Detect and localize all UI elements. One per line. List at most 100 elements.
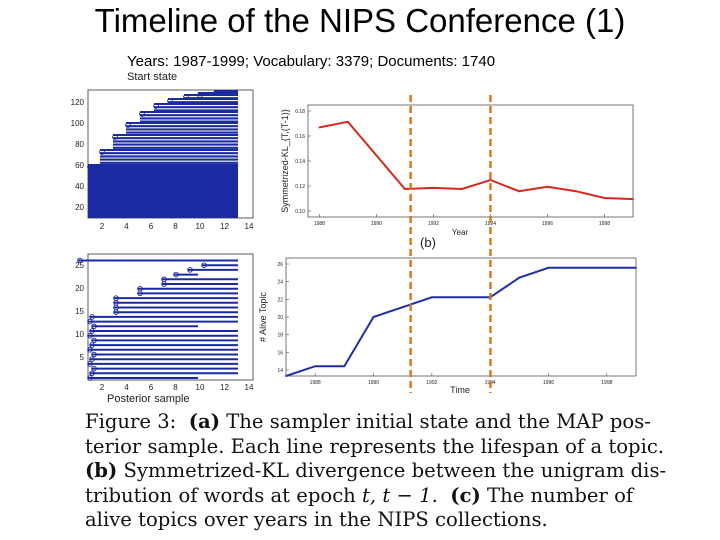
- caption-a-label: (a): [188, 410, 220, 433]
- c-xtick-label: 1988: [310, 380, 321, 386]
- posterior-xtick-label: 6: [149, 383, 154, 392]
- c-data-point: [605, 266, 608, 269]
- topic-birth-marker: [183, 94, 189, 100]
- b-data-point: [603, 197, 606, 199]
- start-ytick-label: 100: [71, 119, 85, 128]
- topic-birth-marker: [99, 149, 105, 155]
- c-xtick-label: 1998: [601, 380, 612, 386]
- posterior-topic-marker: [113, 295, 119, 301]
- posterior-topic-marker: [87, 318, 93, 325]
- start-ytick-label: 40: [75, 182, 84, 191]
- b-ylabel: Symmetrized-KL_{T,(T-1)}: [280, 109, 290, 213]
- topic-birth-marker: [139, 111, 145, 117]
- posterior-topic-marker: [89, 342, 95, 348]
- b-series-line: [319, 120, 634, 201]
- posterior-xtick-label: 14: [245, 383, 254, 392]
- b-xtick-label: 1996: [542, 221, 553, 227]
- posterior-topic-marker: [187, 267, 193, 273]
- caption-c-text: The number of: [487, 483, 634, 507]
- posterior-topic-marker: [87, 361, 93, 367]
- posterior-topic-marker: [137, 285, 143, 292]
- posterior-topic-marker: [201, 262, 207, 268]
- b-data-point: [432, 186, 435, 189]
- start-xtick-label: 2: [100, 222, 105, 231]
- b-data-point: [375, 154, 378, 157]
- c-ytick-label: 20: [277, 315, 283, 321]
- c-ytick-label: 18: [277, 333, 283, 339]
- caption-line4-text: tribution of words at epoch: [85, 483, 356, 507]
- topic-birth-marker: [153, 103, 159, 109]
- b-data-point: [546, 185, 549, 188]
- posterior-ytick-label: 15: [75, 307, 84, 316]
- b-data-point: [404, 188, 406, 190]
- c-data-point: [314, 365, 317, 368]
- b-data-point: [347, 120, 349, 123]
- posterior-ytick-label: 20: [75, 284, 84, 293]
- posterior-topic-marker: [173, 271, 179, 278]
- caption-line-4: tribution of words at epoch t, t − 1. (c…: [85, 484, 685, 509]
- b-ytick-label: 0.18: [295, 109, 305, 115]
- caption-b-label: (b): [85, 459, 118, 482]
- topic-birth-marker: [167, 98, 173, 104]
- c-data-point: [576, 266, 579, 269]
- figure-caption: Figure 3: (a) The sampler initial state …: [85, 410, 685, 533]
- posterior-topic-marker: [91, 351, 97, 358]
- caption-b-text: Symmetrized-KL divergence between the un…: [123, 459, 667, 482]
- c-ytick-label: 16: [277, 350, 283, 356]
- posterior-sample-plot: 25 20 15 10 5 2 4 6 8 10 12 14: [75, 253, 254, 392]
- topic-birth-marker: [112, 134, 118, 140]
- start-xtick-label: 10: [196, 222, 205, 231]
- start-xtick-label: 12: [220, 222, 229, 231]
- epoch-markers: [409, 95, 492, 393]
- figure-label: Figure 3:: [85, 410, 177, 433]
- b-data-point: [318, 126, 321, 129]
- start-xtick-label: 6: [149, 222, 154, 231]
- kl-divergence-chart: 0.18 0.16 0.14 0.12 0.10 1988 1990 1992 1994 1996…: [280, 104, 634, 250]
- start-xtick-label: 14: [245, 222, 254, 231]
- b-xtick-label: 1988: [314, 221, 325, 227]
- posterior-ytick-label: 5: [80, 353, 85, 362]
- b-data-point: [575, 190, 577, 193]
- posterior-xtick-label: 10: [196, 383, 205, 392]
- caption-line-5: alive topics over years in the NIPS coll…: [85, 508, 548, 531]
- c-ylabel: # Alive Topic: [258, 292, 268, 342]
- c-data-point: [460, 296, 462, 299]
- c-ytick-label: 14: [277, 368, 283, 374]
- c-xtick-label: 1990: [368, 380, 379, 386]
- posterior-topic-marker: [87, 347, 93, 353]
- c-data-point: [372, 316, 375, 318]
- posterior-xtick-label: 12: [220, 383, 229, 392]
- caption-a-text: The sampler initial state and the MAP po…: [226, 410, 651, 433]
- slide-title: Timeline of the NIPS Conference (1): [94, 2, 626, 39]
- start-state-dense-block: [88, 165, 238, 218]
- topic-birth-marker: [197, 92, 203, 98]
- posterior-sample-label: Posterior sample: [107, 393, 190, 405]
- c-xtick-label: 1992: [426, 380, 437, 386]
- b-data-point: [632, 198, 634, 200]
- start-xtick-label: 8: [173, 222, 178, 231]
- b-ytick-label: 0.14: [295, 159, 305, 165]
- posterior-ytick-label: 10: [75, 330, 84, 339]
- b-ytick-label: 0.12: [295, 184, 305, 190]
- c-data-point: [401, 306, 404, 309]
- b-xtick-label: 1990: [371, 221, 382, 227]
- posterior-topic-marker: [87, 375, 93, 381]
- start-ytick-label: 80: [75, 140, 84, 149]
- b-axes: [307, 104, 634, 218]
- c-data-point: [285, 375, 287, 377]
- start-state-label: Start state: [127, 71, 178, 83]
- b-xtick-label: 1994: [485, 221, 496, 227]
- posterior-topic-marker: [161, 276, 167, 283]
- b-xlabel: Year: [452, 228, 469, 237]
- c-axes: [285, 257, 637, 377]
- b-xtick-label: 1992: [428, 221, 439, 227]
- posterior-topic-marker: [91, 337, 97, 344]
- dataset-summary: Years: 1987-1999; Vocabulary: 3379; Docu…: [127, 53, 496, 70]
- posterior-xtick-label: 2: [100, 383, 105, 392]
- posterior-topic-marker: [91, 365, 97, 372]
- posterior-topic-marker: [89, 328, 95, 334]
- posterior-topic-marker: [91, 323, 97, 330]
- posterior-xtick-label: 8: [173, 383, 178, 392]
- posterior-topic-marker: [87, 332, 93, 339]
- start-ytick-label: 20: [75, 203, 84, 212]
